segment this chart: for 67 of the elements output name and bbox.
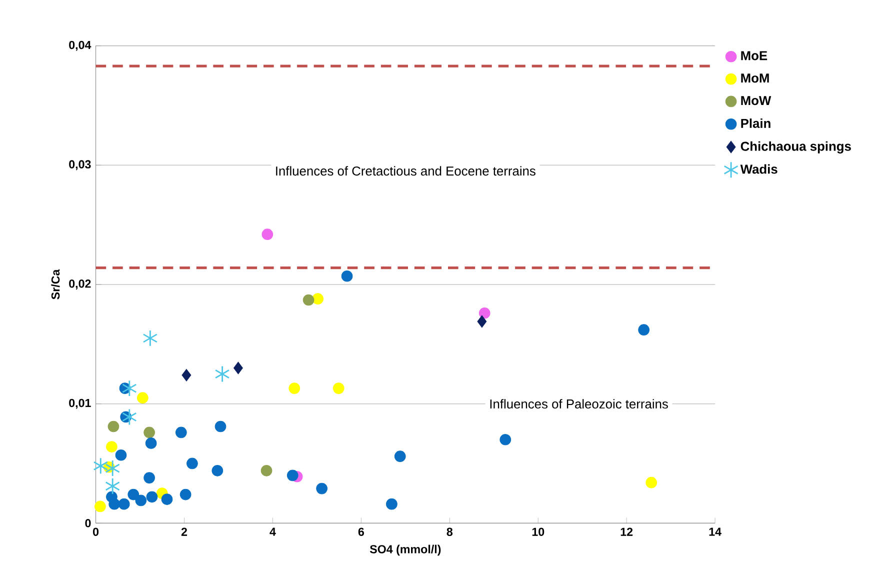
point [302,294,314,306]
point [500,434,512,446]
point [477,315,487,328]
point [332,382,344,394]
x-axis-title: SO4 (mmol/l) [370,544,441,556]
point [212,465,224,476]
point [478,308,490,319]
point [108,498,120,510]
x-tick-label: 8 [446,528,453,536]
x-tick-label: 4 [270,528,276,536]
legend-label: Chichaoua spings [740,141,851,154]
point [108,420,120,432]
point [262,228,274,240]
legend-label: Plain [741,118,770,128]
legend-label: MoW [741,96,772,106]
point [135,494,147,506]
point [182,369,192,382]
point [144,472,155,484]
point [142,330,158,347]
point [233,362,243,374]
point [145,438,157,449]
point [312,293,324,305]
point [175,426,187,438]
point [180,488,192,500]
legend-label: MoE [741,51,768,60]
point [115,450,127,461]
point [288,382,300,394]
x-tick-label: 2 [181,528,188,536]
point [161,494,173,506]
x-tick-label: 0 [93,528,99,536]
point [94,500,106,512]
x-tick-label: 12 [620,528,633,536]
point [260,465,272,476]
annotation: Influences of Cretactious and Eocene terrains [276,166,536,176]
point [144,426,155,438]
point [186,458,198,470]
point [316,482,328,494]
point [122,408,137,426]
point [646,477,658,488]
point [394,450,406,462]
point [105,460,120,477]
point [105,478,120,495]
point [118,498,130,510]
point [136,392,148,404]
point [146,491,158,503]
y-tick-label: 0,04 [69,40,92,51]
point [214,366,230,383]
y-tick-label: 0 [85,519,91,528]
y-tick-label: 0,02 [69,280,91,290]
point [341,270,353,282]
annotation: Influences of Paleozoic terrains [490,399,668,409]
legend-label: Wadis [740,164,778,174]
point [286,470,298,482]
point [128,488,140,500]
legend-label: MoM [741,74,769,83]
x-tick-label: 6 [358,528,364,536]
x-tick-label: 14 [709,528,722,536]
point [214,420,226,432]
point [638,324,650,336]
y-tick-label: 0,01 [69,398,91,409]
point [386,498,398,510]
y-axis-title: Sr/Ca [51,269,60,300]
x-tick-label: 10 [532,528,544,536]
y-tick-label: 0,03 [69,160,91,170]
point [106,441,118,453]
point [93,458,108,474]
point [122,380,137,397]
